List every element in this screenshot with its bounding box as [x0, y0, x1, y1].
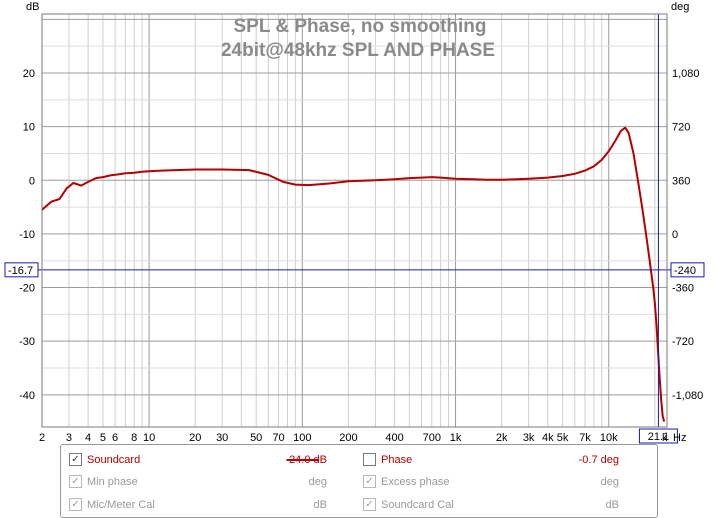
- x-tick-label: 1k: [450, 432, 462, 444]
- right-tick-label: -720: [672, 336, 694, 348]
- x-tick-label: 5: [100, 432, 106, 444]
- soundcard-cal-value: dB: [605, 499, 619, 511]
- axis-labels: 2 3 4 5 6 8 10 20 30 50 70 100 200 400 700 1k 2k 3k 4k 5k 7k…: [19, 68, 703, 444]
- x-tick-label: 10: [143, 432, 155, 444]
- mic-meter-cal-label: Mic/Meter Cal: [87, 499, 155, 511]
- spl-phase-chart: SPL & Phase, no smoothing 24bit@48khz SP…: [4, 1, 705, 444]
- soundcard-line-swatch: [287, 459, 319, 461]
- x-tick-label: 30: [216, 432, 228, 444]
- x-tick-label: 4k: [542, 432, 554, 444]
- x-tick-label: 2: [39, 432, 45, 444]
- x-tick-label: 2k: [496, 432, 508, 444]
- legend-row-soundcard[interactable]: Soundcard -24.0 dB: [61, 451, 657, 469]
- soundcard-label: Soundcard: [87, 454, 141, 466]
- x-tick-label: 4: [85, 432, 91, 444]
- left-axis-unit: dB: [26, 1, 39, 13]
- right-axis-unit: deg: [671, 1, 689, 13]
- x-tick-label: 5k: [557, 432, 569, 444]
- y-tick-label: 10: [23, 122, 35, 134]
- x-tick-label: 20: [189, 432, 201, 444]
- soundcard-checkbox[interactable]: [69, 453, 82, 466]
- soundcard-value: -24.0 dB: [285, 454, 327, 466]
- cursor[interactable]: -16.7 -240 21.1: [4, 14, 705, 444]
- chart-subtitle: 24bit@48khz SPL AND PHASE: [221, 40, 495, 61]
- min-phase-label: Min phase: [87, 476, 138, 488]
- chart-title: SPL & Phase, no smoothing: [233, 16, 486, 37]
- x-unit-k: k: [662, 432, 668, 444]
- right-tick-label: 1,080: [672, 68, 700, 80]
- cursor-left-readout: -16.7: [8, 265, 33, 277]
- right-tick-label: 360: [672, 175, 690, 187]
- right-tick-label: -360: [672, 283, 694, 295]
- cursor-left-readout-box: [4, 262, 39, 278]
- cursor-right-readout-box: [670, 262, 705, 278]
- plot-background: [42, 14, 667, 427]
- x-tick-label: 6: [112, 432, 118, 444]
- x-tick-label: 100: [293, 432, 311, 444]
- mic-meter-cal-checkbox: [69, 498, 82, 511]
- x-tick-label: 700: [423, 432, 441, 444]
- series-line-soundcard: [41, 126, 666, 422]
- soundcard-cal-label: Soundcard Cal: [381, 499, 454, 511]
- y-tick-label: 20: [23, 68, 35, 80]
- series-layer: [41, 126, 666, 422]
- x-tick-label: 70: [272, 432, 284, 444]
- x-tick-label: 200: [339, 432, 357, 444]
- mic-meter-cal-value: dB: [313, 499, 327, 511]
- legend-row-soundcard-cal: Soundcard Cal dB: [61, 496, 657, 514]
- x-unit-hz: Hz: [673, 432, 686, 444]
- cursor-x-readout: 21.1: [648, 431, 669, 443]
- legend-row-min-phase: Min phase deg: [61, 473, 657, 491]
- x-tick-label: 10k: [600, 432, 618, 444]
- y-tick-label: -10: [19, 229, 35, 241]
- min-phase-value: deg: [308, 476, 327, 488]
- x-tick-label: 7k: [579, 432, 591, 444]
- right-tick-label: 720: [672, 122, 690, 134]
- phase-checkbox[interactable]: [363, 453, 376, 466]
- excess-phase-label: Excess phase: [381, 476, 450, 488]
- legend-row-mic-meter-cal: Mic/Meter Cal dB: [61, 496, 657, 514]
- x-tick-label: 400: [385, 432, 403, 444]
- phase-label: Phase: [381, 454, 413, 466]
- legend-row-phase[interactable]: Phase -0.7 deg: [61, 451, 657, 469]
- plot-frame: [41, 13, 668, 428]
- cursor-right-readout: -240: [674, 265, 696, 277]
- y-tick-label: 0: [29, 175, 35, 187]
- x-tick-label: 50: [250, 432, 262, 444]
- y-tick-label: -20: [19, 283, 35, 295]
- x-tick-label: 3k: [523, 432, 535, 444]
- soundcard-cal-checkbox: [363, 498, 376, 511]
- excess-phase-value: deg: [600, 476, 619, 488]
- phase-value: -0.7 deg: [578, 454, 619, 466]
- y-tick-label: -40: [19, 390, 35, 402]
- grid-lines: [41, 14, 667, 427]
- excess-phase-checkbox: [363, 475, 376, 488]
- right-tick-label: 0: [672, 229, 678, 241]
- y-tick-label: -30: [19, 336, 35, 348]
- right-tick-label: -1,080: [672, 390, 703, 402]
- min-phase-checkbox: [69, 475, 82, 488]
- legend-panel: Soundcard -24.0 dB Phase -0.7 deg Min ph…: [60, 444, 658, 518]
- cursor-x-readout-box: [638, 428, 678, 444]
- legend-row-excess-phase: Excess phase deg: [61, 473, 657, 491]
- x-tick-label: 3: [66, 432, 72, 444]
- x-tick-label: 8: [131, 432, 137, 444]
